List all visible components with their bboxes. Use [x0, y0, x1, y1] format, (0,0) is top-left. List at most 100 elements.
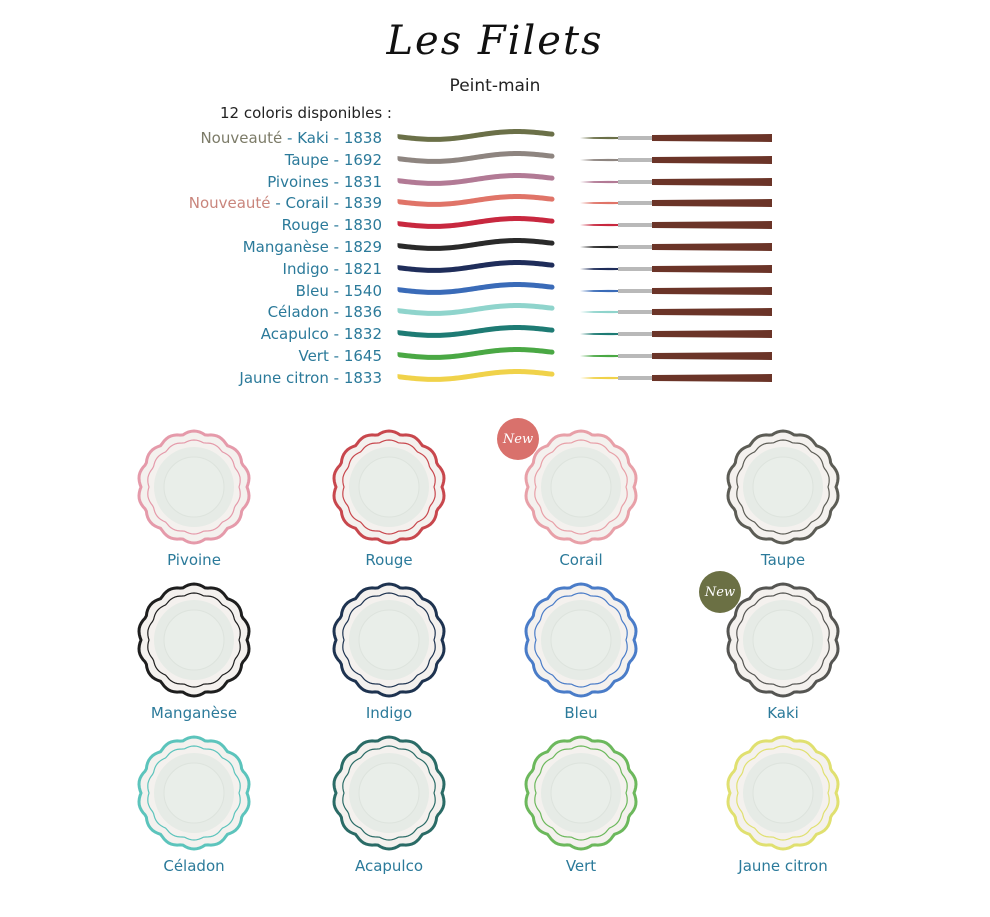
plate-item[interactable]: Acapulco: [324, 733, 454, 883]
color-name: Pivoines: [267, 172, 329, 191]
paint-stroke-swatch: [397, 368, 555, 382]
color-label: Manganèse - 1829: [242, 238, 382, 256]
color-row: Acapulco - 1832: [0, 325, 990, 347]
plate-label: Bleu: [564, 704, 598, 722]
color-row: Jaune citron - 1833: [0, 369, 990, 391]
plate-image: [524, 582, 638, 698]
paint-stroke-swatch: [397, 281, 555, 295]
plate-item[interactable]: Bleu: [516, 580, 646, 730]
paintbrush-icon: [580, 243, 772, 251]
color-row: Pivoines - 1831: [0, 173, 990, 195]
available-colors-heading: 12 coloris disponibles :: [220, 104, 392, 122]
paint-stroke-swatch: [397, 325, 555, 339]
color-label: Bleu - 1540: [295, 281, 382, 300]
plate-label: Pivoine: [167, 551, 221, 569]
color-name: Acapulco: [260, 325, 329, 344]
paint-stroke-swatch: [397, 129, 555, 142]
plate-item[interactable]: Manganèse: [129, 580, 259, 730]
color-name: Corail: [285, 194, 329, 213]
plate-image: [332, 735, 446, 851]
color-name: Manganèse: [242, 238, 329, 256]
plate-image: [524, 735, 638, 851]
plate-image: [726, 735, 840, 851]
color-code: 1829: [343, 238, 382, 256]
plate-item[interactable]: Kaki: [718, 580, 848, 730]
color-name: Rouge: [281, 216, 329, 235]
plate-label: Céladon: [163, 857, 225, 875]
color-label: Pivoines - 1831: [267, 172, 382, 191]
plate-label: Acapulco: [354, 857, 424, 875]
color-code: 1839: [343, 194, 382, 213]
page-subtitle: Peint-main: [449, 76, 541, 96]
plate-item[interactable]: Taupe: [718, 427, 848, 577]
color-row: Nouveauté - Corail - 1839: [0, 194, 990, 216]
plate-image: [332, 429, 446, 545]
color-name: Vert: [298, 347, 329, 365]
paintbrush-icon: [580, 264, 772, 273]
paintbrush-icon: [580, 373, 772, 382]
color-label: Nouveauté - Corail - 1839: [188, 194, 382, 213]
plate-item[interactable]: Pivoine: [129, 427, 259, 577]
paintbrush-icon: [580, 177, 772, 186]
plate-label: Corail: [559, 551, 603, 569]
color-label: Rouge - 1830: [281, 216, 382, 235]
plate-label: Taupe: [760, 551, 806, 569]
color-name: Céladon: [267, 303, 329, 322]
plate-item[interactable]: Indigo: [324, 580, 454, 730]
paintbrush-icon: [580, 330, 772, 339]
plate-image: [332, 582, 446, 698]
color-row: Rouge - 1830: [0, 216, 990, 238]
plate-item[interactable]: Rouge: [324, 427, 454, 577]
paint-stroke-swatch: [397, 172, 555, 186]
paint-stroke-swatch: [397, 259, 555, 273]
paint-stroke-swatch: [397, 238, 555, 251]
plate-item[interactable]: Vert: [516, 733, 646, 883]
new-badge: New: [497, 418, 539, 460]
color-code: 1838: [343, 129, 382, 147]
plate-image: [137, 429, 251, 545]
plate-image: [726, 582, 840, 698]
paintbrush-icon: [580, 134, 772, 142]
color-code: 1836: [343, 303, 382, 322]
page-title: Les Filets: [386, 18, 604, 64]
color-label: Indigo - 1821: [282, 259, 382, 278]
paint-stroke-swatch: [397, 194, 555, 208]
paintbrush-icon: [580, 286, 772, 295]
new-label: Nouveauté: [200, 129, 283, 147]
color-name: Jaune citron: [239, 368, 329, 387]
plate-image: [137, 582, 251, 698]
plate-item[interactable]: Céladon: [129, 733, 259, 883]
color-code: 1821: [343, 259, 382, 278]
color-label: Céladon - 1836: [267, 303, 382, 322]
new-badge: New: [699, 571, 741, 613]
paintbrush-icon: [580, 199, 772, 208]
paintbrush-icon: [580, 155, 772, 164]
color-code: 1540: [343, 281, 382, 300]
color-row: Vert - 1645: [0, 347, 990, 369]
color-label: Jaune citron - 1833: [239, 368, 382, 387]
color-code: 1830: [343, 216, 382, 235]
paint-stroke-swatch: [397, 150, 555, 164]
plate-item[interactable]: Jaune citron: [718, 733, 848, 883]
plate-image: [726, 429, 840, 545]
color-code: 1645: [343, 347, 382, 365]
paintbrush-icon: [580, 221, 772, 230]
color-row: Céladon - 1836: [0, 303, 990, 325]
color-name: Bleu: [295, 281, 329, 300]
color-row: Indigo - 1821: [0, 260, 990, 282]
color-label: Vert - 1645: [298, 347, 382, 365]
color-row: Bleu - 1540: [0, 282, 990, 304]
color-label: Nouveauté - Kaki - 1838: [200, 129, 382, 147]
paint-stroke-swatch: [397, 303, 555, 317]
color-code: 1831: [343, 172, 382, 191]
color-code: 1832: [343, 325, 382, 344]
color-name: Taupe: [284, 150, 329, 169]
paintbrush-icon: [580, 352, 772, 360]
paint-stroke-swatch: [397, 216, 555, 230]
color-label: Acapulco - 1832: [260, 325, 382, 344]
new-label: Nouveauté: [188, 194, 271, 213]
plate-label: Vert: [565, 857, 597, 875]
color-code: 1833: [343, 368, 382, 387]
plate-item[interactable]: Corail: [516, 427, 646, 577]
